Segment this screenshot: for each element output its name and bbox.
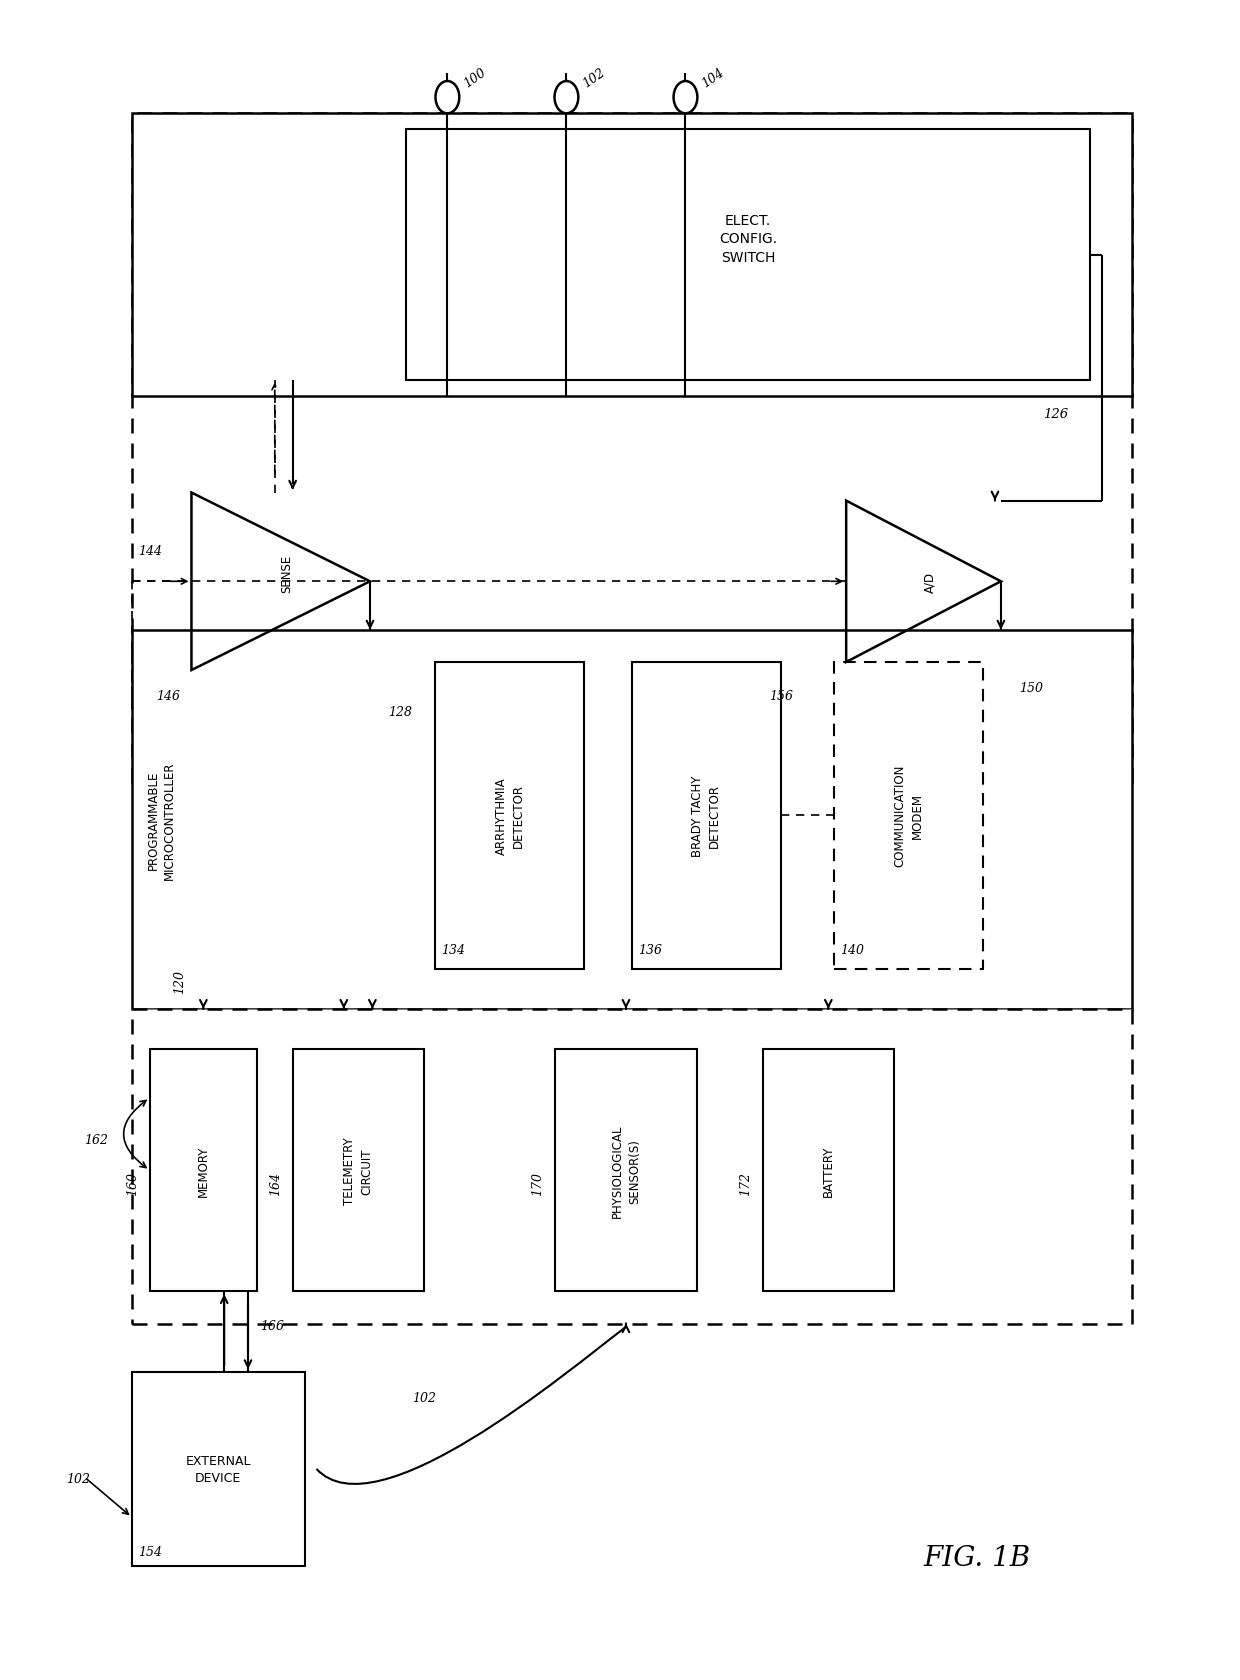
Text: 134: 134	[441, 942, 465, 956]
Text: 102: 102	[412, 1391, 435, 1404]
Bar	[763, 1050, 894, 1292]
Text: 104: 104	[699, 66, 727, 91]
Bar	[293, 1050, 424, 1292]
Text: PHYSIOLOGICAL
SENSOR(S): PHYSIOLOGICAL SENSOR(S)	[611, 1124, 641, 1218]
Text: 146: 146	[156, 690, 180, 702]
Bar	[131, 1010, 1132, 1324]
Text: 172: 172	[739, 1171, 751, 1194]
Text: MEMORY: MEMORY	[197, 1146, 210, 1196]
Text: 164: 164	[269, 1171, 281, 1194]
Text: FIG. 1B: FIG. 1B	[924, 1544, 1030, 1571]
Bar	[405, 131, 1090, 380]
Bar	[835, 662, 983, 969]
Text: 170: 170	[531, 1171, 543, 1194]
Bar	[131, 1373, 305, 1566]
Text: 120: 120	[174, 969, 186, 993]
Bar	[632, 662, 781, 969]
Text: 156: 156	[769, 690, 792, 702]
Bar	[150, 1050, 257, 1292]
Bar	[554, 1050, 697, 1292]
Text: COMMUNICATION
MODEM: COMMUNICATION MODEM	[894, 764, 924, 867]
Text: 100: 100	[461, 66, 489, 91]
Bar	[131, 114, 1132, 396]
Text: 128: 128	[388, 706, 412, 719]
Text: BATTERY: BATTERY	[822, 1146, 835, 1196]
Text: 166: 166	[260, 1319, 284, 1332]
Text: ELECT.
CONFIG.
SWITCH: ELECT. CONFIG. SWITCH	[719, 213, 777, 265]
Text: BRADY TACHY
DETECTOR: BRADY TACHY DETECTOR	[692, 774, 722, 857]
Text: TELEMETRY
CIRCUIT: TELEMETRY CIRCUIT	[343, 1137, 373, 1205]
Text: A/D: A/D	[923, 571, 936, 593]
Text: 126: 126	[1043, 408, 1068, 420]
Text: EXTERNAL
DEVICE: EXTERNAL DEVICE	[186, 1453, 250, 1483]
Text: ARRHYTHMIA
DETECTOR: ARRHYTHMIA DETECTOR	[495, 778, 525, 855]
Text: 150: 150	[1019, 682, 1043, 696]
Text: 144: 144	[138, 544, 162, 558]
Text: 136: 136	[637, 942, 662, 956]
Text: 102: 102	[67, 1472, 91, 1485]
Text: 140: 140	[841, 942, 864, 956]
Bar	[131, 630, 1132, 1010]
Text: 162: 162	[84, 1134, 108, 1146]
Bar	[435, 662, 584, 969]
Text: PROGRAMMABLE
MICROCONTROLLER: PROGRAMMABLE MICROCONTROLLER	[148, 761, 176, 879]
Text: 160: 160	[126, 1171, 139, 1194]
Text: 102: 102	[580, 66, 608, 91]
Text: SENSE: SENSE	[280, 554, 293, 593]
Bar	[131, 114, 1132, 783]
Text: 154: 154	[138, 1544, 162, 1557]
